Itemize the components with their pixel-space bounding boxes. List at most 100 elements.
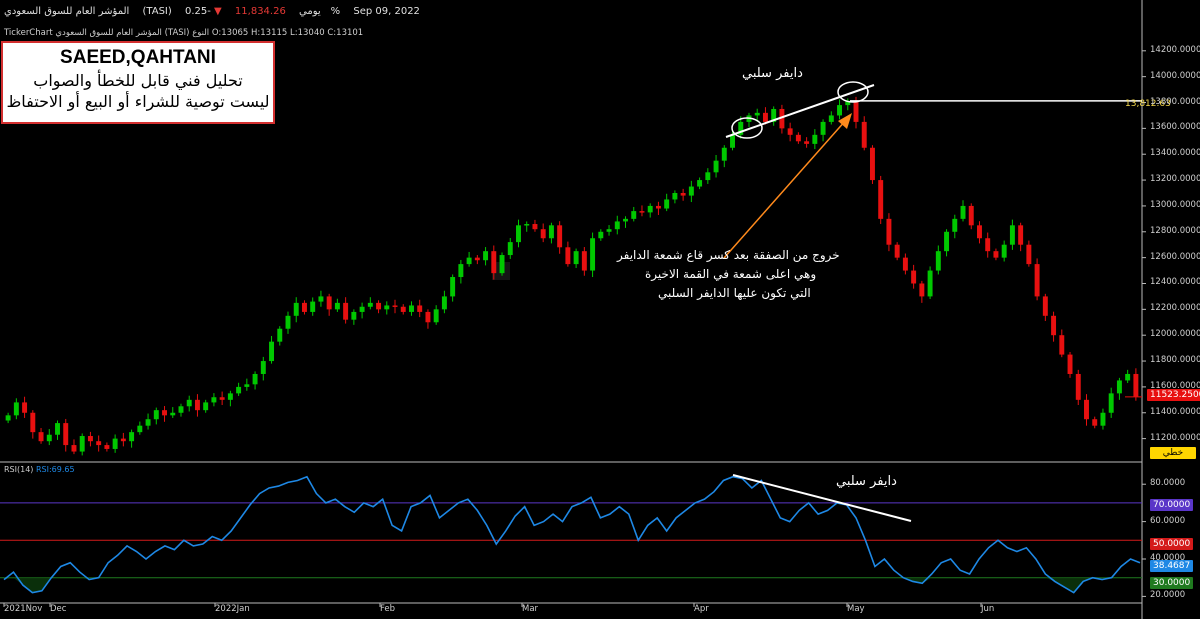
rsi-current-tag: 38.4687 <box>1150 560 1194 572</box>
candle-body <box>1100 412 1106 426</box>
candle-body <box>441 296 447 310</box>
price-tick-label: 11400.0000 <box>1150 406 1200 417</box>
candle-body <box>1116 380 1122 394</box>
price-tick-label: 12600.0000 <box>1150 251 1200 262</box>
candle-body <box>318 296 324 302</box>
candle-body <box>828 115 834 122</box>
candle-body <box>1042 296 1048 316</box>
candle-body <box>581 251 587 271</box>
candle-body <box>269 341 275 362</box>
candle-body <box>927 270 933 297</box>
candle-body <box>960 205 966 219</box>
time-tick-label: Dec <box>50 604 67 614</box>
candle-body <box>326 296 332 310</box>
rsi-level-70-tag: 70.0000 <box>1150 499 1194 511</box>
candle-body <box>532 224 538 230</box>
exit-note-line-1: خروج من الصفقة بعد كسر قاع شمعة الدايفر <box>617 248 840 262</box>
candle-body <box>952 218 958 232</box>
price-tick-label: 13600.0000 <box>1150 122 1200 133</box>
candle-body <box>590 238 596 271</box>
divergence-label-price: دايفر سلبي <box>742 66 803 81</box>
candle-body <box>869 147 875 181</box>
candle-body <box>55 423 60 435</box>
price: 11,834.26 <box>234 6 286 17</box>
candle-body <box>1125 373 1131 381</box>
candle-body <box>795 134 801 142</box>
candle-body <box>664 199 670 209</box>
price-tick-label: 12400.0000 <box>1150 277 1200 288</box>
time-tick-label: Mar <box>522 604 539 614</box>
candle-body <box>30 412 36 433</box>
candle-body <box>1034 264 1040 297</box>
candle-body <box>705 172 711 181</box>
candle-body <box>112 438 118 449</box>
exit-arrow-line <box>723 119 847 259</box>
scale-toggle-button[interactable]: خطي <box>1150 447 1196 459</box>
candle-body <box>1084 399 1089 420</box>
candle-body <box>63 423 69 446</box>
candle-body <box>162 410 167 416</box>
candle-body <box>1108 393 1114 413</box>
divergence-trendline-price <box>725 84 875 138</box>
candle-body <box>1092 419 1098 426</box>
candle-body <box>343 302 349 320</box>
candle-body <box>647 205 653 213</box>
index-name: المؤشر العام للسوق السعودي <box>4 6 130 17</box>
disclaimer-line-1: تحليل فني قابل للخطأ والصواب <box>33 71 243 90</box>
candle-body <box>367 302 373 307</box>
candle-body <box>491 251 497 274</box>
candle-body <box>211 397 217 403</box>
candle-body <box>944 231 950 252</box>
author-name: SAEED,QAHTANI <box>60 47 216 68</box>
time-tick-label: Apr <box>694 604 709 614</box>
candle-body <box>1051 315 1057 336</box>
date: Sep 09, 2022 <box>353 6 420 17</box>
candle-body <box>227 393 233 400</box>
candle-body <box>993 251 999 258</box>
candle-body <box>186 399 192 407</box>
divergence-circle-2 <box>837 81 869 103</box>
candle-body <box>178 406 184 413</box>
change-percent: -0.25% <box>184 6 341 17</box>
candle-body <box>499 255 505 274</box>
candle-body <box>935 251 941 271</box>
candle-body <box>771 108 777 122</box>
candle-body <box>623 218 628 222</box>
candle-body <box>450 277 456 297</box>
candle-body <box>194 399 200 411</box>
candle-body <box>417 305 423 312</box>
chart-header: المؤشر العام للسوق السعودي (TASI) يومي 1… <box>4 6 430 17</box>
candle-body <box>812 134 818 144</box>
price-tick-label: 14000.0000 <box>1150 70 1200 81</box>
level-line-label: 13,812.63 <box>1125 99 1171 109</box>
rsi-label: RSI(14) RSI:69.65 <box>4 465 75 474</box>
time-tick-label: Jun <box>981 604 995 614</box>
candle-body <box>1018 225 1024 245</box>
time-tick-label: Feb <box>380 604 396 614</box>
candle-body <box>524 224 530 226</box>
period[interactable]: يومي <box>299 6 321 17</box>
candle-body <box>483 251 489 261</box>
candle-body <box>334 302 340 310</box>
candle-body <box>236 386 242 394</box>
candle-body <box>359 306 365 312</box>
candle-body <box>697 180 703 187</box>
change-down-icon: ▼ <box>214 6 222 17</box>
candle-body <box>376 302 382 310</box>
candle-body <box>573 251 579 265</box>
candle-body <box>71 445 77 452</box>
disclaimer-line-2: ليست توصية للشراء أو البيع أو الاحتفاظ <box>6 92 270 111</box>
candle-body <box>1009 225 1015 245</box>
candle-body <box>260 361 266 374</box>
candle-body <box>507 242 513 256</box>
candle-body <box>730 134 735 148</box>
candle-body <box>557 225 563 248</box>
candle-body <box>655 205 661 209</box>
candle-body <box>911 270 917 284</box>
price-tick-label: 13200.0000 <box>1150 174 1200 185</box>
candle-body <box>219 397 225 400</box>
candle-body <box>639 211 645 213</box>
candle-body <box>301 302 307 312</box>
candle-body <box>787 128 793 135</box>
